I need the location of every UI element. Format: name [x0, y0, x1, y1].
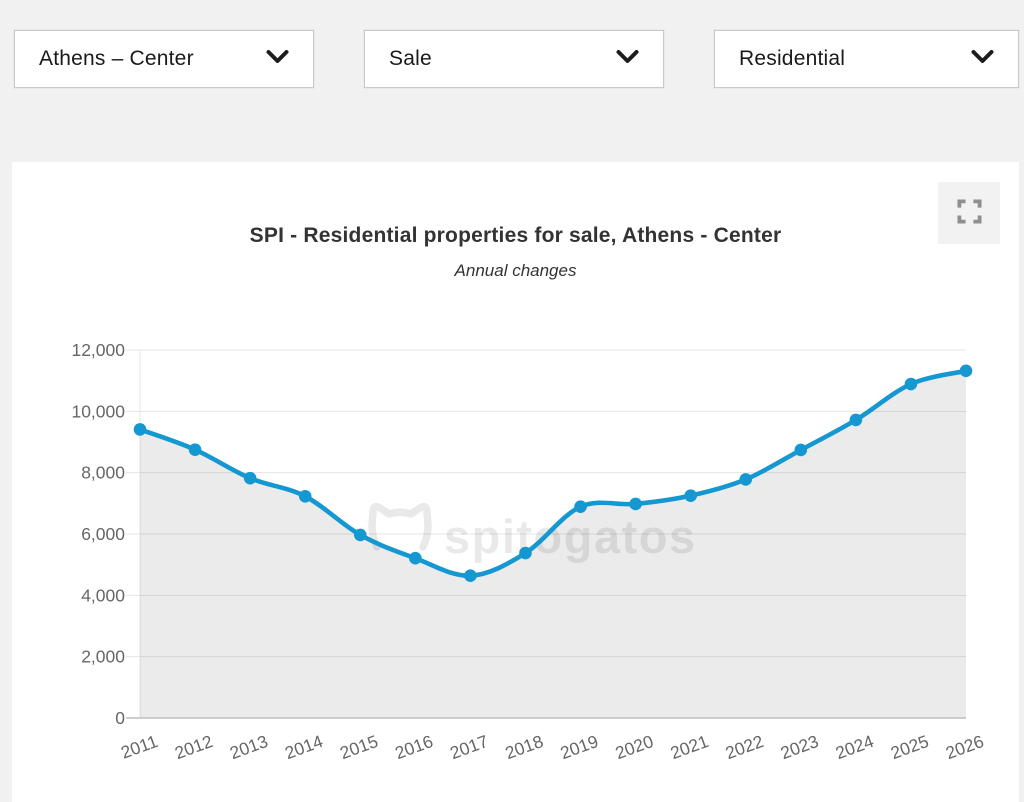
watermark-text: spitogatos	[444, 510, 697, 563]
x-tick-label: 2011	[118, 731, 160, 763]
x-tick-label: 2017	[447, 731, 490, 763]
data-point-2023[interactable]	[794, 443, 808, 457]
data-point-2014[interactable]	[298, 489, 312, 503]
series-line	[137, 368, 969, 579]
x-tick-label: 2019	[557, 731, 600, 763]
property-type-dropdown[interactable]: Residential	[714, 30, 1019, 88]
y-axis-labels: 0 2,000 4,000 6,000 8,000 10,000 12,000	[71, 340, 125, 728]
chart-subtitle: Annual changes	[454, 261, 577, 280]
x-tick-label: 2015	[337, 731, 380, 763]
x-tick-label: 2014	[282, 731, 326, 763]
y-tick-label: 6,000	[81, 524, 125, 544]
data-point-2016[interactable]	[409, 551, 422, 565]
x-tick-label: 2020	[613, 731, 657, 763]
data-point-2019[interactable]	[574, 500, 587, 514]
cat-logo-icon	[368, 502, 432, 551]
x-tick-label: 2018	[502, 731, 545, 763]
data-point-2024[interactable]	[849, 413, 863, 427]
x-tick-label: 2013	[227, 731, 270, 763]
property-type-dropdown-value: Residential	[739, 47, 846, 70]
chevron-down-icon	[971, 49, 994, 69]
y-gridlines	[126, 349, 966, 719]
chevron-down-icon	[266, 49, 289, 69]
y-tick-label: 4,000	[81, 585, 125, 605]
x-tick-label: 2021	[668, 731, 711, 763]
series-markers	[133, 364, 973, 583]
data-point-2018[interactable]	[519, 546, 532, 560]
data-point-2025[interactable]	[904, 377, 918, 391]
data-point-2012[interactable]	[188, 443, 202, 456]
chevron-down-icon	[616, 49, 639, 69]
chart-header: SPI - Residential properties for sale, A…	[12, 224, 1019, 281]
location-dropdown[interactable]: Athens – Center	[14, 30, 314, 88]
x-tick-label: 2026	[943, 731, 986, 763]
fullscreen-button[interactable]	[938, 182, 1000, 244]
spi-area-chart[interactable]: 0 2,000 4,000 6,000 8,000 10,000 12,000 spitoga…	[12, 162, 1019, 802]
x-tick-label: 2024	[833, 731, 877, 763]
location-dropdown-value: Athens – Center	[39, 47, 194, 70]
transaction-type-dropdown[interactable]: Sale	[364, 30, 664, 88]
fullscreen-expand-icon	[956, 198, 983, 228]
y-tick-label: 8,000	[81, 463, 125, 483]
x-tick-label: 2016	[392, 731, 435, 763]
spitogatos-watermark: spitogatos	[368, 502, 697, 563]
data-point-2013[interactable]	[243, 471, 257, 485]
transaction-type-dropdown-value: Sale	[389, 47, 432, 70]
data-point-2015[interactable]	[353, 528, 367, 542]
x-tick-label: 2025	[888, 731, 931, 763]
chart-card: 0 2,000 4,000 6,000 8,000 10,000 12,000 spitoga…	[12, 162, 1019, 802]
x-tick-label: 2022	[723, 731, 766, 763]
x-tick-label: 2012	[172, 731, 215, 763]
y-tick-label: 2,000	[81, 647, 125, 667]
y-tick-label: 0	[115, 708, 125, 728]
data-point-2022[interactable]	[739, 473, 753, 486]
y-tick-label: 10,000	[71, 401, 125, 421]
data-point-2017[interactable]	[464, 569, 477, 583]
x-axis-labels: 2011 2012 2013 2014 2015 2016 2017 2018 2019 2020…	[118, 731, 986, 763]
data-point-2026[interactable]	[959, 364, 973, 378]
y-tick-label: 12,000	[71, 340, 125, 360]
chart-title: SPI - Residential properties for sale, A…	[249, 224, 782, 247]
series-area-fill	[140, 370, 966, 718]
x-tick-label: 2023	[778, 731, 821, 763]
data-point-2011[interactable]	[133, 423, 147, 436]
data-point-2021[interactable]	[684, 489, 697, 502]
data-point-2020[interactable]	[629, 497, 642, 511]
